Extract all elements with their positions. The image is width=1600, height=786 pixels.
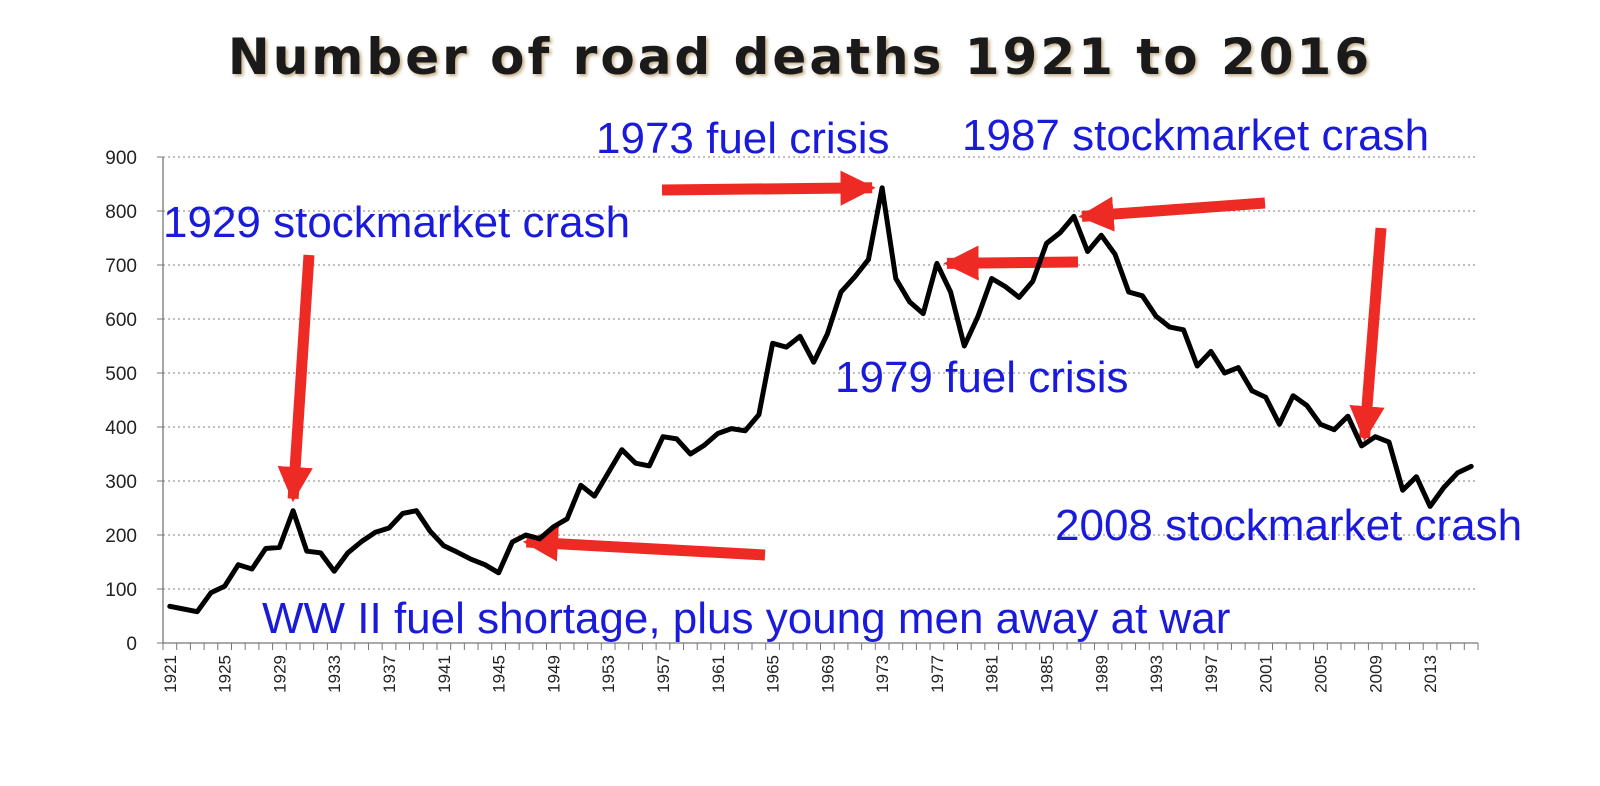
annotation-label: 1987 stockmarket crash: [962, 111, 1429, 160]
y-tick-label: 100: [105, 580, 137, 601]
annotation-label: WW II fuel shortage, plus young men away…: [262, 594, 1230, 643]
x-tick-label: 1985: [1038, 655, 1057, 693]
x-tick-label: 2001: [1257, 655, 1276, 693]
x-tick-label: 1989: [1092, 655, 1111, 693]
y-tick-label: 400: [105, 418, 137, 439]
chart-title: Number of road deaths 1921 to 2016: [227, 28, 1373, 86]
x-tick-label: 1997: [1202, 655, 1221, 693]
y-tick-label: 600: [105, 310, 137, 331]
annotation-arrow: [1349, 227, 1387, 442]
x-tick-label: 1937: [380, 655, 399, 693]
gridlines: [163, 156, 1478, 590]
y-tick-label: 200: [105, 526, 137, 547]
y-tick-label: 700: [105, 256, 137, 277]
annotation-arrow: [522, 526, 766, 562]
x-tick-label: 1965: [764, 655, 783, 693]
road-deaths-line: [167, 185, 1474, 615]
annotation-labels: 1929 stockmarket crash 1973 fuel crisis 19…: [163, 111, 1522, 643]
x-tick-label: 1993: [1147, 655, 1166, 693]
data-series: [167, 185, 1474, 615]
x-tick-label: 1929: [270, 655, 289, 693]
x-tick-label: 1949: [544, 655, 563, 693]
annotation-label: 2008 stockmarket crash: [1055, 501, 1522, 550]
x-tick-label: 1981: [983, 655, 1002, 693]
x-tick-label: 2013: [1421, 655, 1440, 693]
annotation-label: 1973 fuel crisis: [596, 114, 889, 163]
x-tick-label: 1961: [709, 655, 728, 693]
annotation-label: 1929 stockmarket crash: [163, 198, 630, 247]
y-tick-label: 900: [105, 148, 137, 169]
annotation-arrow: [661, 170, 876, 206]
x-tick-label: 1925: [216, 655, 235, 693]
x-tick-label: 1921: [161, 655, 180, 693]
x-tick-label: 1945: [490, 655, 509, 693]
annotation-arrow: [277, 254, 315, 503]
x-tick-label: 1953: [599, 655, 618, 693]
x-tick-label: 2009: [1366, 655, 1385, 693]
x-tick-label: 1941: [435, 655, 454, 693]
x-tick-label: 1933: [325, 655, 344, 693]
axes: 0 100 200 300 400 500 600 700 800 900 1921 1925 1929…: [105, 148, 1479, 693]
annotation-label: 1979 fuel crisis: [835, 353, 1128, 402]
annotation-arrow: [943, 245, 1079, 281]
x-tick-label: 1977: [928, 655, 947, 693]
y-tick-label: 300: [105, 472, 137, 493]
x-tick-label: 1957: [654, 655, 673, 693]
y-tick-label: 500: [105, 364, 137, 385]
annotation-arrow: [1078, 196, 1266, 232]
x-tick-label: 1973: [873, 655, 892, 693]
y-tick-label: 800: [105, 202, 137, 223]
y-tick-label: 0: [126, 634, 137, 655]
annotation-arrows: [277, 170, 1387, 562]
x-tick-label: 2005: [1311, 655, 1330, 693]
x-tick-label: 1969: [818, 655, 837, 693]
